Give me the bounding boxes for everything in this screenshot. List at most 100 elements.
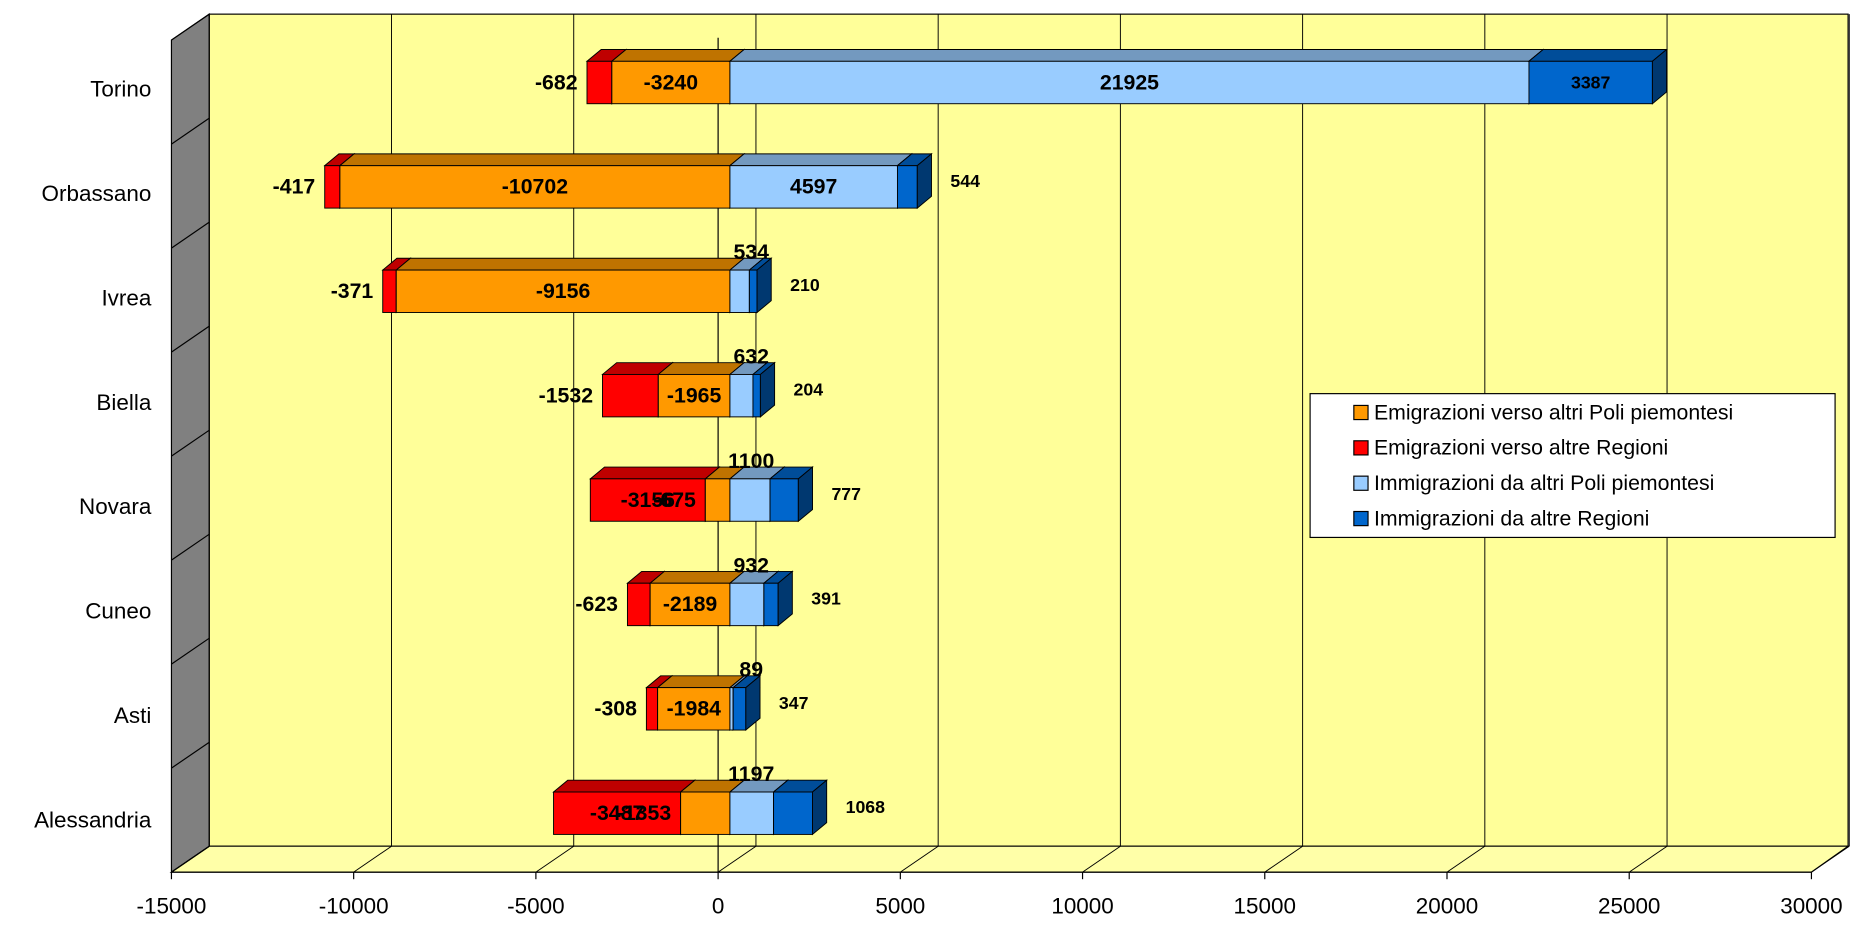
bar-top [657, 362, 746, 375]
grid-floor-line [1082, 845, 1121, 873]
value-label: 21925 [1100, 70, 1159, 94]
bar-front [896, 165, 918, 209]
value-label: 777 [831, 484, 861, 504]
bar-segment [1527, 48, 1668, 105]
bar-front [752, 373, 761, 418]
bar-top [728, 49, 1545, 62]
grid-floor-line [1446, 845, 1486, 873]
bar-side [797, 466, 814, 523]
bar-front [729, 165, 898, 209]
bar-segment [748, 257, 773, 314]
bar-front [626, 582, 651, 627]
bar-front [729, 687, 734, 731]
x-tick-label: 5000 [875, 893, 925, 918]
bar-segment [656, 674, 746, 732]
category-tick [171, 533, 210, 561]
bar-front [680, 791, 731, 835]
x-tick-label: 20000 [1416, 893, 1478, 918]
category-tick [171, 221, 210, 249]
legend-swatch [1353, 404, 1369, 421]
value-label: 932 [733, 553, 768, 577]
value-label: -3487 [590, 801, 644, 825]
grid-floor-line [1628, 845, 1668, 873]
value-label: -9156 [536, 279, 591, 303]
value-label: -2189 [663, 592, 718, 616]
value-label: 1100 [728, 449, 774, 473]
value-label: -10702 [502, 175, 568, 199]
grid-floor-line [1264, 845, 1303, 873]
bar-front [602, 373, 659, 418]
bar-top [338, 153, 746, 167]
legend-swatch [1353, 440, 1369, 456]
value-label: -3240 [644, 70, 698, 94]
bar-segment [896, 152, 933, 210]
category-tick [171, 117, 210, 145]
bar-segment [772, 779, 828, 836]
value-label: 391 [811, 588, 841, 608]
value-label: -675 [653, 488, 696, 512]
bar-front [769, 478, 799, 522]
legend-swatch [1353, 475, 1369, 491]
bar-side [745, 674, 761, 732]
bar-top [1527, 49, 1668, 62]
bar-top [656, 675, 746, 689]
value-label: -1532 [539, 383, 593, 407]
value-label: -417 [273, 175, 316, 199]
legend-box [1309, 393, 1836, 539]
bar-segment [728, 48, 1545, 105]
value-label: -371 [331, 279, 374, 303]
bar-segment [762, 570, 794, 627]
value-label: -682 [535, 70, 578, 94]
category-tick [171, 325, 210, 353]
bar-segment [731, 674, 762, 732]
bar-front [729, 478, 771, 522]
value-label: 1068 [846, 797, 886, 817]
bar-top [728, 153, 913, 167]
bar-front [704, 478, 731, 522]
bar-front [611, 60, 731, 105]
bar-side [777, 570, 793, 627]
value-label: -3156 [621, 488, 676, 512]
value-label: -1965 [667, 383, 722, 407]
category-label: Asti [114, 703, 151, 728]
bar-segment [589, 466, 721, 523]
bar-front [589, 478, 706, 522]
bar-segment [768, 466, 814, 523]
grid-floor-line [535, 845, 574, 873]
value-label: -623 [575, 592, 618, 616]
category-label: Torino [90, 77, 151, 102]
value-label: 632 [733, 345, 768, 369]
value-label: 544 [950, 171, 980, 191]
bar-front [729, 60, 1530, 105]
grid-floor-line [353, 845, 392, 873]
bar-side [916, 152, 932, 210]
value-label: 3387 [1571, 72, 1611, 92]
value-label: 1197 [728, 762, 774, 786]
bar-top [394, 257, 746, 271]
value-label: 347 [779, 693, 809, 713]
value-label: -308 [594, 697, 637, 721]
bar-front [729, 269, 750, 313]
x-tick-label: 0 [712, 893, 724, 918]
legend-label: Immigrazioni da altre Regioni [1374, 506, 1649, 530]
bar-front [657, 373, 731, 418]
grid: -15000 -10000 -5000 0 5000 10000 15000 20000 250… [137, 13, 1850, 918]
bar-segment [338, 152, 746, 210]
x-tick-label: 10000 [1051, 893, 1113, 918]
category-label: Cuneo [85, 599, 151, 624]
legend-label: Emigrazioni verso altre Regioni [1374, 436, 1668, 460]
bar-front [729, 582, 765, 627]
category-label: Alessandria [34, 807, 152, 832]
category-tick [171, 13, 210, 41]
x-tick-label: 30000 [1780, 893, 1842, 918]
legend-label: Immigrazioni da altri Poli piemontesi [1374, 471, 1714, 495]
category-label: Novara [79, 494, 152, 519]
grid-floor-line [717, 845, 757, 873]
bar-front [382, 269, 397, 313]
x-tick-label: 15000 [1234, 893, 1296, 918]
bar-front [748, 269, 758, 313]
bar-front [773, 791, 813, 835]
value-label: 4597 [790, 175, 837, 199]
